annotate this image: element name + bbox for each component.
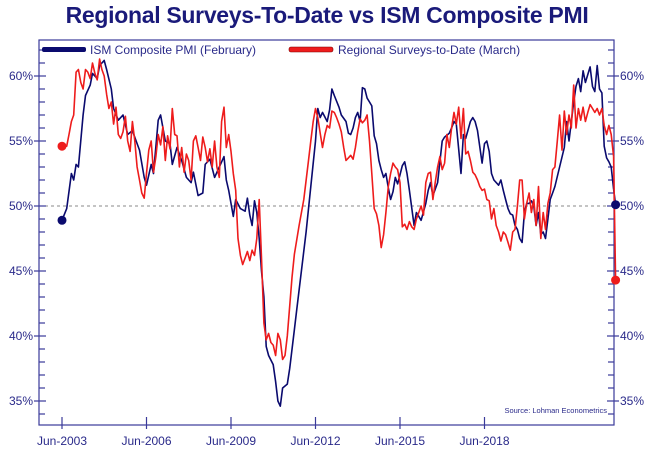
x-tick-label: Jun-2009 [206, 434, 256, 448]
legend-swatch-regional [288, 46, 334, 53]
source-note: Source: Lohman Econometrics [504, 406, 607, 415]
axes: 35% 35% 40% 40% 45% 45% 50% 50% 55% 55% 60% 60% Jun-… [9, 39, 644, 448]
x-tick-label: Jun-2015 [375, 434, 425, 448]
y-tick-label-left: 35% [9, 394, 33, 408]
y-tick-label-right: 35% [620, 394, 644, 408]
x-tick-label: Jun-2018 [459, 434, 509, 448]
y-tick-label-right: 55% [620, 134, 644, 148]
chart-title: Regional Surveys-To-Date vs ISM Composit… [65, 2, 589, 28]
end-marker-regional [611, 275, 621, 285]
legend-label-ism: ISM Composite PMI (February) [90, 43, 256, 57]
y-tick-label-right: 45% [620, 264, 644, 278]
y-tick-label-left: 40% [9, 329, 33, 343]
start-marker-ism [57, 215, 67, 225]
y-tick-label-left: 60% [9, 69, 33, 83]
y-tick-label-right: 60% [620, 69, 644, 83]
y-tick-label-left: 55% [9, 134, 33, 148]
y-tick-label-left: 50% [9, 199, 33, 213]
legend-label-regional: Regional Surveys-to-Date (March) [338, 43, 520, 57]
regional-final-segment [612, 156, 617, 281]
end-marker-ism [611, 200, 621, 210]
series-line-ism-composite-pmi [61, 59, 615, 407]
legend: ISM Composite PMI (February) Regional Sur… [42, 43, 520, 57]
y-tick-label-right: 50% [620, 199, 644, 213]
x-tick-label: Jun-2012 [290, 434, 340, 448]
series-line-regional-surveys [62, 58, 615, 361]
x-tick-label: Jun-2003 [37, 434, 87, 448]
start-marker-regional [57, 141, 67, 151]
y-tick-label-right: 40% [620, 329, 644, 343]
y-tick-label-left: 45% [9, 264, 33, 278]
plot-frame [38, 39, 615, 426]
legend-swatch-ism [42, 47, 86, 52]
x-tick-label: Jun-2006 [121, 434, 171, 448]
series-lines [57, 58, 621, 407]
